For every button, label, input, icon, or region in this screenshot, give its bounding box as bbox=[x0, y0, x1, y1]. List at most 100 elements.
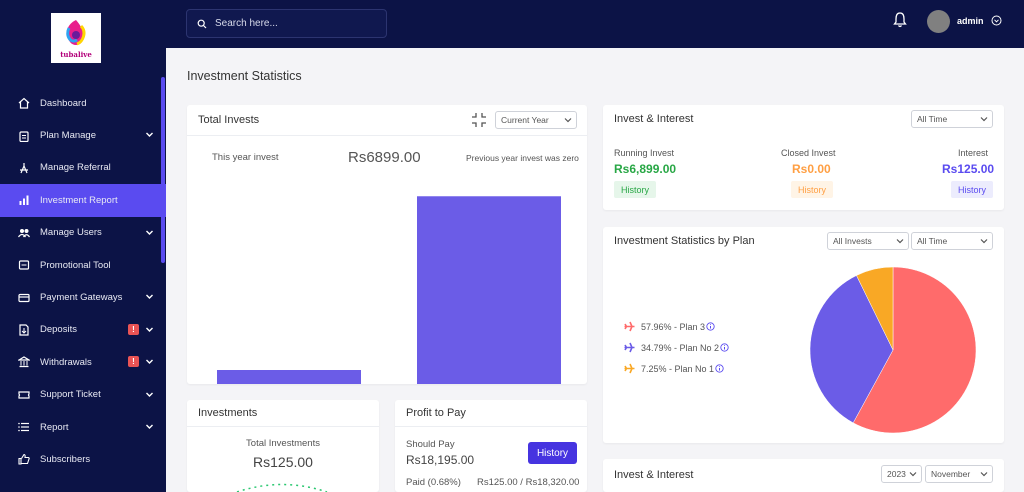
pie-slice bbox=[856, 266, 894, 351]
sidebar-item-label: Plan Manage bbox=[40, 130, 96, 142]
sidebar-item-label: Deposits bbox=[40, 324, 77, 336]
chevron-down-icon bbox=[146, 327, 153, 332]
avatar[interactable] bbox=[927, 10, 950, 33]
sidebar-item-promotional-tool[interactable]: Promotional Tool bbox=[0, 249, 166, 281]
period-select[interactable]: All Time bbox=[911, 110, 993, 128]
should-pay-value: Rs18,195.00 bbox=[406, 453, 475, 467]
this-year-label: This year invest bbox=[212, 152, 279, 163]
total-investments-label: Total Investments bbox=[246, 438, 320, 449]
filter-select[interactable]: All Invests bbox=[827, 232, 909, 250]
legend-item: 7.25% - Plan No 1 bbox=[624, 363, 724, 374]
should-pay-label: Should Pay bbox=[406, 439, 455, 450]
search-box[interactable] bbox=[186, 9, 387, 38]
closed-invest-value: Rs0.00 bbox=[792, 162, 831, 176]
sidebar-item-payment-gateways[interactable]: Payment Gateways bbox=[0, 281, 166, 313]
sidebar-item-deposits[interactable]: Deposits! bbox=[0, 314, 166, 346]
sidebar-item-subscribers[interactable]: Subscribers bbox=[0, 443, 166, 475]
collapse-icon[interactable] bbox=[471, 112, 487, 128]
paid-value: Rs125.00 / Rs18,320.00 bbox=[477, 477, 580, 488]
sidebar-item-report[interactable]: Report bbox=[0, 411, 166, 443]
chevron-down-icon[interactable] bbox=[991, 15, 1002, 26]
closed-invest-label: Closed Invest bbox=[781, 148, 836, 158]
legend-item: 57.96% - Plan 3 bbox=[624, 321, 715, 332]
info-icon[interactable] bbox=[715, 364, 724, 373]
bar bbox=[417, 196, 561, 384]
logo-text: tubalive bbox=[60, 49, 92, 59]
users-icon bbox=[18, 227, 30, 239]
sidebar-item-label: Report bbox=[40, 421, 69, 433]
chevron-down-icon bbox=[896, 239, 904, 244]
sidebar-item-withdrawals[interactable]: Withdrawals! bbox=[0, 346, 166, 378]
legend-item: 34.79% - Plan No 2 bbox=[624, 342, 729, 353]
history-button[interactable]: History bbox=[528, 442, 577, 464]
home-icon bbox=[18, 97, 30, 109]
chevron-down-icon bbox=[564, 118, 572, 123]
closed-history-button[interactable]: History bbox=[791, 181, 833, 198]
interest-history-button[interactable]: History bbox=[951, 181, 993, 198]
bar bbox=[217, 370, 361, 384]
running-history-button[interactable]: History bbox=[614, 181, 656, 198]
investment-by-plan-card: Investment Statistics by Plan All Invest… bbox=[603, 227, 1004, 443]
top-bar: admin bbox=[166, 0, 1024, 48]
gauge-arc bbox=[236, 483, 328, 492]
year-select[interactable]: 2023 bbox=[881, 465, 922, 483]
sidebar-item-investment-report[interactable]: Investment Report bbox=[0, 184, 166, 217]
bank-icon bbox=[18, 356, 30, 368]
search-input[interactable] bbox=[215, 18, 365, 29]
legend-label: 57.96% - Plan 3 bbox=[641, 321, 706, 332]
referral-icon bbox=[18, 162, 30, 174]
logo[interactable]: tubalive bbox=[51, 13, 101, 63]
sidebar-item-label: Manage Referral bbox=[40, 162, 111, 174]
running-invest-value: Rs6,899.00 bbox=[614, 162, 677, 176]
chevron-down-icon bbox=[146, 132, 153, 138]
period-select[interactable]: All Time bbox=[911, 232, 993, 250]
page-title: Investment Statistics bbox=[187, 69, 302, 83]
sidebar-item-plan-manage[interactable]: Plan Manage bbox=[0, 119, 166, 151]
credit-card-icon bbox=[18, 292, 30, 304]
chevron-down-icon bbox=[980, 472, 988, 477]
legend-label: 34.79% - Plan No 2 bbox=[641, 342, 720, 353]
sidebar-item-label: Dashboard bbox=[40, 97, 87, 109]
alert-badge: ! bbox=[128, 356, 139, 368]
chevron-down-icon bbox=[146, 294, 153, 300]
interest-label: Interest bbox=[958, 148, 989, 158]
pie-slice bbox=[852, 266, 977, 434]
username[interactable]: admin bbox=[957, 16, 984, 26]
chevron-down-icon bbox=[146, 359, 153, 365]
info-icon[interactable] bbox=[706, 322, 715, 331]
sidebar-item-label: Withdrawals bbox=[40, 356, 92, 368]
sidebar-item-label: Manage Users bbox=[40, 227, 102, 239]
info-icon[interactable] bbox=[720, 343, 729, 352]
sidebar-item-manage-users[interactable]: Manage Users bbox=[0, 217, 166, 249]
sidebar-nav: Dashboard Plan Manage Manage Referral Inves… bbox=[0, 87, 166, 476]
deposit-icon bbox=[18, 324, 30, 336]
running-invest-label: Running Invest bbox=[614, 148, 675, 158]
sidebar-item-dashboard[interactable]: Dashboard bbox=[0, 87, 166, 119]
thumbs-up-icon bbox=[18, 453, 30, 466]
sidebar-item-manage-referral[interactable]: Manage Referral bbox=[0, 152, 166, 184]
bell-icon[interactable] bbox=[893, 12, 907, 28]
paid-label: Paid (0.68%) bbox=[406, 477, 461, 488]
card-title: Profit to Pay bbox=[406, 407, 466, 419]
sidebar-scrollbar[interactable] bbox=[161, 77, 165, 263]
sidebar-item-support-ticket[interactable]: Support Ticket bbox=[0, 379, 166, 411]
this-year-value: Rs6899.00 bbox=[348, 149, 421, 166]
chevron-down-icon bbox=[146, 424, 153, 429]
period-select[interactable]: Current Year bbox=[495, 111, 577, 129]
pie-chart bbox=[809, 266, 977, 434]
logo-icon bbox=[66, 19, 86, 45]
bar-chart bbox=[217, 196, 561, 384]
sidebar-item-label: Promotional Tool bbox=[40, 259, 111, 271]
ticket-icon bbox=[18, 389, 30, 401]
invest-interest-monthly-card: Invest & Interest 2023 November bbox=[603, 459, 1004, 492]
chevron-down-icon bbox=[146, 392, 153, 397]
sidebar-item-label: Investment Report bbox=[40, 194, 118, 206]
interest-value: Rs125.00 bbox=[942, 162, 995, 176]
sidebar: tubalive Dashboard Plan Manage Manage Refe… bbox=[0, 0, 166, 492]
card-title: Investments bbox=[198, 407, 258, 419]
card-title: Invest & Interest bbox=[614, 468, 694, 481]
invest-interest-card: Invest & Interest All Time Running Inves… bbox=[603, 105, 1004, 210]
bar-chart-icon bbox=[18, 194, 30, 206]
clipboard-icon bbox=[18, 130, 30, 142]
month-select[interactable]: November bbox=[925, 465, 993, 483]
